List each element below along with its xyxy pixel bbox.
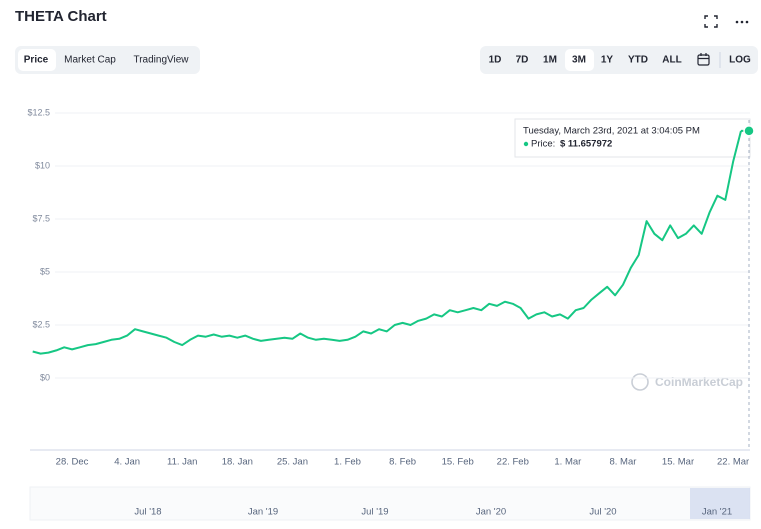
navigator-label: Jan '20	[476, 507, 506, 518]
range-button[interactable]: 7D	[516, 55, 529, 66]
navigator-window[interactable]	[690, 488, 750, 519]
tooltip-box	[514, 118, 751, 158]
navigator	[29, 486, 751, 521]
range-group	[480, 46, 758, 74]
x-tick-label: 15. Feb	[442, 457, 474, 468]
range-button[interactable]: LOG	[729, 55, 751, 66]
y-tick-label: $2.5	[32, 319, 50, 329]
range-button[interactable]: ALL	[662, 55, 681, 66]
x-tick-label: 25. Jan	[277, 457, 308, 468]
tab[interactable]: Price	[24, 55, 49, 66]
expand-icon[interactable]	[704, 15, 718, 28]
y-tick-label: $7.5	[32, 213, 50, 223]
y-tick-label: $5	[40, 266, 50, 276]
tab[interactable]: TradingView	[133, 55, 189, 66]
navigator-label: Jan '19	[248, 507, 278, 518]
chart-title: THETA Chart	[15, 8, 107, 25]
tooltip-value: $ 11.657972	[560, 139, 612, 150]
y-tick-label: $12.5	[27, 107, 50, 117]
y-tick-label: $10	[35, 160, 50, 170]
x-tick-label: 18. Jan	[222, 457, 253, 468]
watermark: CoinMarketCap	[655, 375, 743, 389]
range-button[interactable]: 1Y	[601, 55, 614, 66]
tooltip-date: Tuesday, March 23rd, 2021 at 3:04:05 PM	[523, 126, 700, 137]
x-tick-label: 22. Mar	[717, 457, 749, 468]
y-tick-label: $0	[40, 372, 50, 382]
x-tick-label: 1. Mar	[554, 457, 581, 468]
range-button[interactable]: 3M	[572, 55, 586, 66]
x-tick-label: 8. Mar	[609, 457, 636, 468]
range-button[interactable]: 1M	[543, 55, 557, 66]
tooltip-label: Price:	[531, 139, 555, 150]
tab[interactable]: Market Cap	[64, 55, 116, 66]
tooltip-dot	[523, 141, 529, 147]
navigator-label: Jul '20	[589, 507, 616, 518]
x-tick-label: 8. Feb	[389, 457, 416, 468]
navigator-label: Jan '21	[702, 507, 732, 518]
x-tick-label: 22. Feb	[497, 457, 529, 468]
navigator-label: Jul '19	[361, 507, 388, 518]
active-tab	[18, 49, 56, 71]
hover-point	[743, 125, 755, 137]
price-line	[32, 130, 742, 355]
navigator-label: Jul '18	[134, 507, 161, 518]
x-tick-label: 11. Jan	[167, 457, 197, 468]
x-tick-label: 4. Jan	[114, 457, 140, 468]
x-tick-label: 28. Dec	[56, 457, 89, 468]
active-range	[565, 49, 594, 71]
tab-group	[15, 46, 200, 74]
calendar-icon[interactable]	[697, 53, 710, 66]
range-button[interactable]: 1D	[489, 55, 502, 66]
range-button[interactable]: YTD	[628, 55, 648, 66]
more-icon[interactable]	[735, 20, 749, 24]
x-tick-label: 1. Feb	[334, 457, 361, 468]
watermark-logo	[631, 373, 649, 391]
x-tick-label: 15. Mar	[662, 457, 694, 468]
